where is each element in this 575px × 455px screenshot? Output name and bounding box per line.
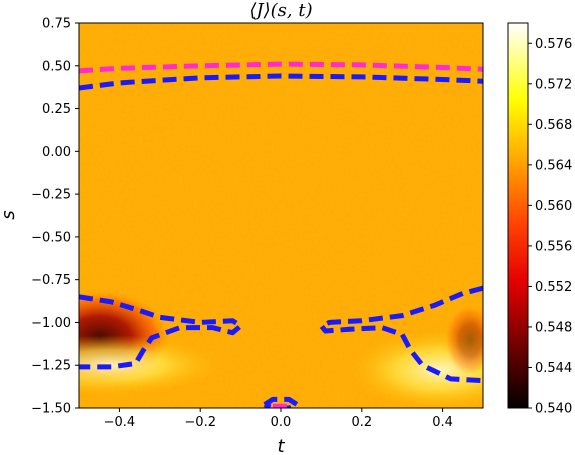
x-tick-label: −0.4	[104, 415, 136, 430]
colorbar-tick-label: 0.564	[535, 158, 572, 173]
colorbar-axis: 0.540 0.544 0.548 0.552 0.556 0.560 0.564 0.568…	[528, 37, 572, 417]
x-axis-label: t	[277, 436, 285, 455]
colorbar-tick-label: 0.548	[535, 320, 572, 335]
x-tick-label: 0.4	[432, 415, 453, 430]
colorbar-tick-label: 0.576	[535, 37, 572, 52]
y-tick-label: −0.75	[31, 273, 71, 288]
colorbar-tick-label: 0.556	[535, 239, 572, 254]
contour-line-1	[79, 61, 483, 74]
heatmap-dark-region-right	[445, 305, 483, 375]
y-tick-label: 0.75	[42, 17, 71, 32]
contour-line-3	[79, 294, 244, 370]
contour-line-5	[263, 396, 300, 408]
chart-title: ⟨J⟩(s, t)	[249, 0, 312, 21]
x-tick-label: −0.2	[184, 415, 216, 430]
x-axis: −0.4 −0.2 0.0 0.2 0.4	[104, 408, 453, 430]
colorbar-tick-label: 0.560	[535, 199, 572, 214]
contour-line-2	[79, 73, 483, 91]
colorbar	[507, 22, 529, 409]
colorbar-tick-label: 0.568	[535, 118, 572, 133]
y-tick-label: −1.00	[31, 316, 71, 331]
colorbar-tick-label: 0.552	[535, 280, 572, 295]
contour-lines	[79, 61, 483, 408]
y-tick-label: 0.00	[42, 145, 71, 160]
heatmap-bright-region-right	[350, 330, 483, 408]
y-axis: 0.75 0.50 0.25 0.00 −0.25 −0.50 −0.75 −1.00 −1.2…	[31, 17, 79, 417]
y-tick-label: −0.25	[31, 188, 71, 203]
y-axis-label: s	[0, 210, 19, 219]
y-tick-label: 0.50	[42, 59, 71, 74]
heatmap-bright-region-left	[79, 335, 220, 395]
y-tick-label: 0.25	[42, 102, 71, 117]
contour-line-4	[318, 285, 483, 384]
colorbar-tick-label: 0.540	[535, 402, 572, 417]
y-tick-label: −0.50	[31, 230, 71, 245]
x-tick-label: 0.2	[351, 415, 372, 430]
colorbar-tick-label: 0.572	[535, 77, 572, 92]
y-tick-label: −1.50	[31, 402, 71, 417]
colorbar-tick-label: 0.544	[535, 361, 572, 376]
y-tick-label: −1.25	[31, 359, 71, 374]
heatmap-field	[79, 23, 483, 408]
x-tick-label: 0.0	[271, 415, 292, 430]
